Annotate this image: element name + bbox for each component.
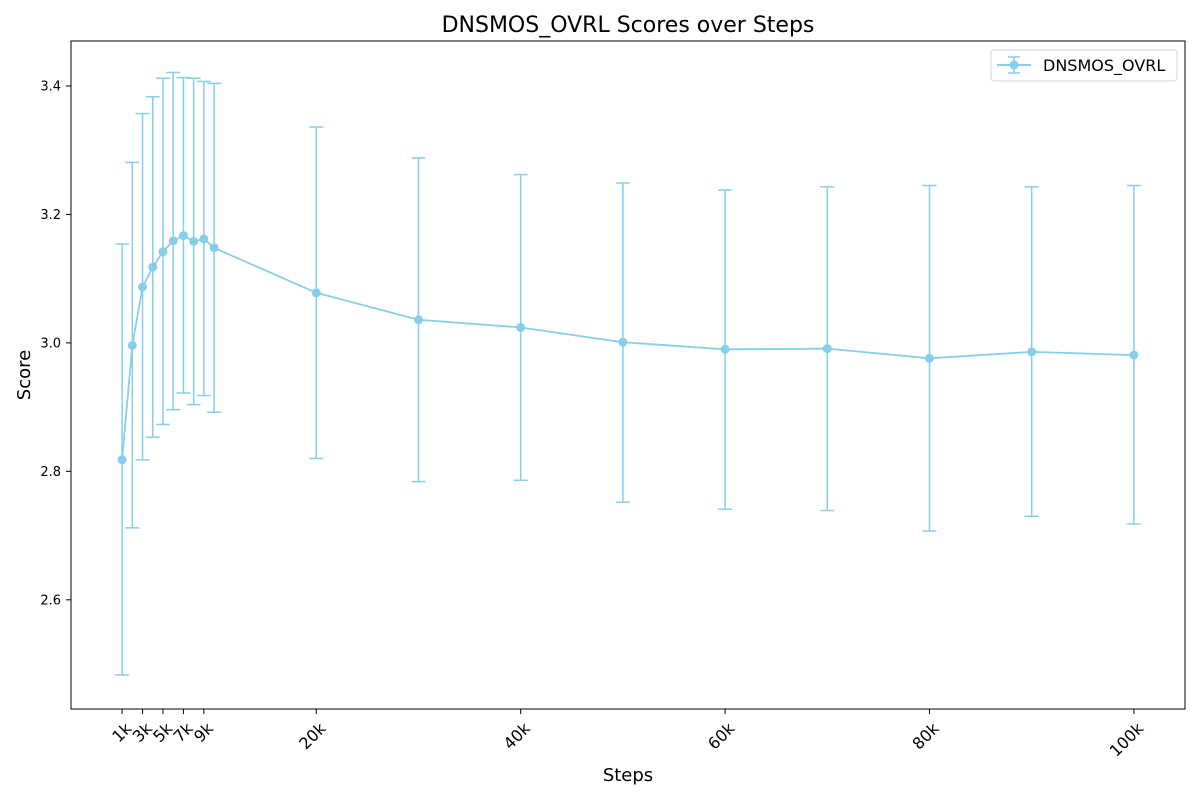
data-point bbox=[199, 234, 209, 244]
data-point bbox=[148, 262, 158, 272]
y-tick-label: 3.2 bbox=[40, 208, 61, 223]
data-point bbox=[178, 231, 188, 241]
legend-box bbox=[990, 49, 1178, 82]
x-axis-label: Steps bbox=[603, 765, 653, 786]
series-line bbox=[121, 234, 1134, 460]
data-point bbox=[189, 236, 199, 246]
x-tick-label: 100k bbox=[1106, 718, 1148, 760]
data-point bbox=[822, 344, 832, 354]
chart-title: DNSMOS_OVRL Scores over Steps bbox=[442, 13, 815, 38]
y-axis-ticks: 2.6 2.8 3.0 3.2 3.4 bbox=[40, 79, 71, 608]
data-point bbox=[720, 344, 730, 354]
legend-label: DNSMOS_OVRL bbox=[1043, 56, 1165, 76]
data-point bbox=[618, 337, 628, 347]
data-point bbox=[117, 455, 127, 465]
x-tick-label: 9k bbox=[190, 718, 218, 746]
y-tick-label: 3.4 bbox=[40, 79, 61, 94]
plot-marks bbox=[115, 71, 1141, 676]
legend: DNSMOS_OVRL bbox=[990, 49, 1178, 82]
data-point bbox=[168, 236, 178, 246]
x-tick-label: 80k bbox=[908, 718, 943, 753]
y-axis-label: Score bbox=[14, 350, 35, 400]
data-point bbox=[924, 353, 934, 363]
data-point bbox=[138, 282, 148, 292]
data-point bbox=[1027, 347, 1037, 357]
data-point bbox=[127, 340, 137, 350]
y-tick-label: 2.8 bbox=[40, 465, 61, 480]
y-tick-label: 2.6 bbox=[40, 593, 61, 608]
data-point bbox=[311, 288, 321, 298]
y-tick-label: 3.0 bbox=[40, 336, 61, 351]
x-tick-label: 20k bbox=[295, 718, 330, 753]
data-point bbox=[158, 247, 168, 257]
data-point bbox=[209, 243, 219, 253]
plot-frame bbox=[70, 40, 1186, 710]
data-point bbox=[516, 322, 526, 332]
x-tick-label: 40k bbox=[500, 718, 535, 753]
data-point bbox=[1129, 350, 1139, 360]
legend-marker bbox=[1009, 60, 1019, 70]
x-tick-label: 60k bbox=[704, 718, 739, 753]
data-point bbox=[413, 315, 423, 325]
